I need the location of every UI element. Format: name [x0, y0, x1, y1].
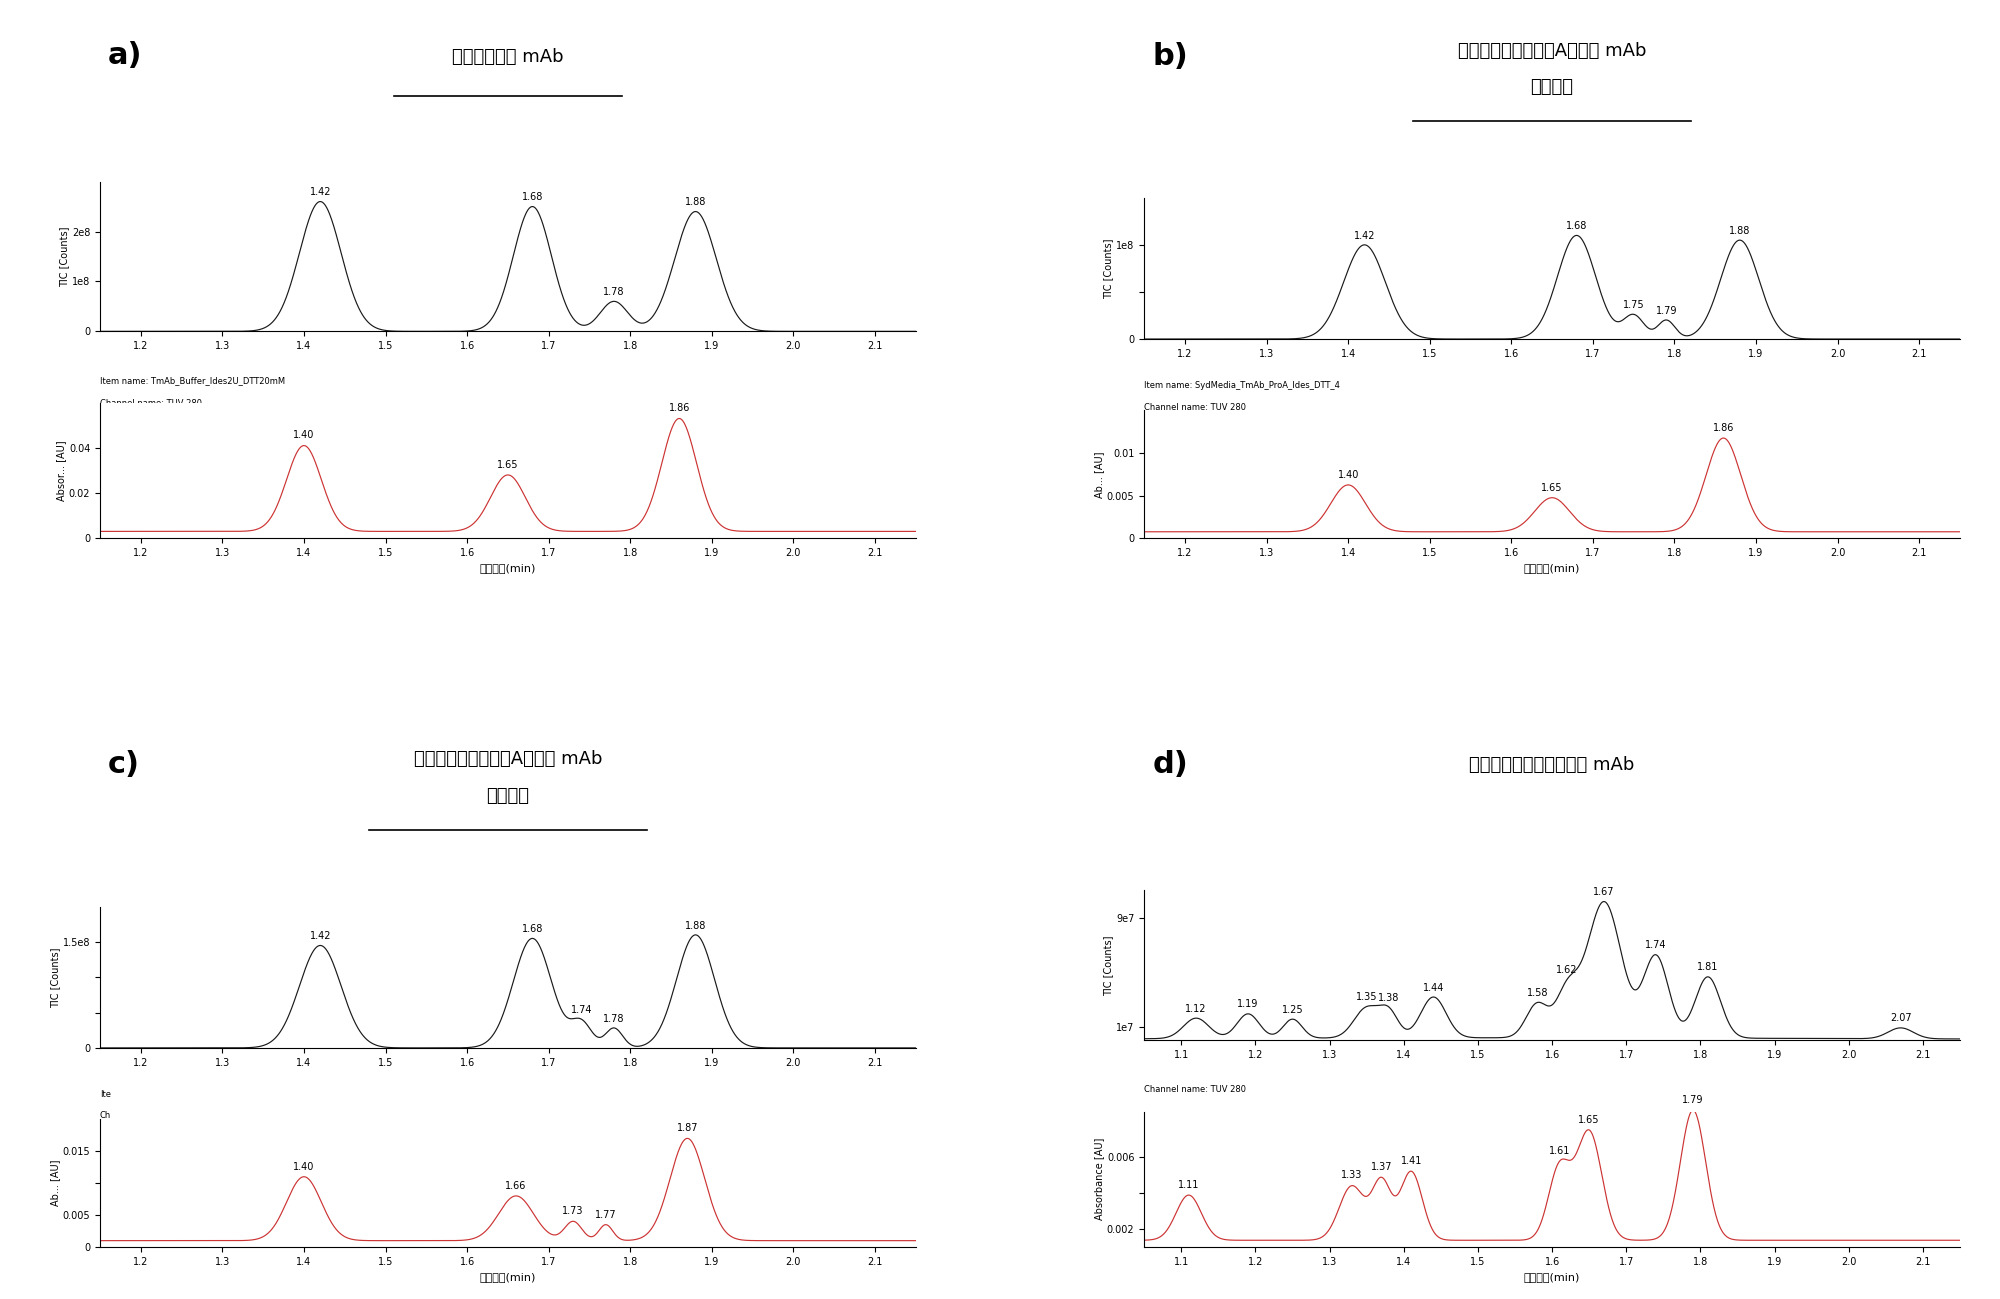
Text: Channel name: TUV 280: Channel name: TUV 280	[1144, 403, 1246, 412]
Text: 直接分析细胞培养基中的 mAb: 直接分析细胞培养基中的 mAb	[1470, 756, 1634, 774]
Text: 1.40: 1.40	[294, 430, 314, 440]
Text: 1.61: 1.61	[1548, 1146, 1570, 1156]
Y-axis label: TIC [Counts]: TIC [Counts]	[1104, 238, 1114, 299]
Text: 细胞培养基中经蛋白A纯化的 mAb: 细胞培养基中经蛋白A纯化的 mAb	[414, 751, 602, 769]
Text: Item name: TmAb_Buffer_Ides2U_DTT20mM: Item name: TmAb_Buffer_Ides2U_DTT20mM	[100, 377, 286, 386]
Text: Item name: SydMedia_TmAb_ProA_Ides_DTT_4: Item name: SydMedia_TmAb_ProA_Ides_DTT_4	[1144, 382, 1340, 391]
Text: 1.75: 1.75	[1622, 300, 1644, 310]
Text: 1.78: 1.78	[604, 1013, 624, 1024]
Text: 1.19: 1.19	[1238, 999, 1258, 1009]
X-axis label: 保留时间(min): 保留时间(min)	[480, 1272, 536, 1282]
Text: Ite: Ite	[100, 1090, 112, 1099]
Text: 1.81: 1.81	[1698, 963, 1718, 973]
Text: 1.86: 1.86	[1712, 423, 1734, 433]
Text: 1.65: 1.65	[1578, 1115, 1600, 1125]
Text: 1.66: 1.66	[506, 1181, 526, 1191]
Text: 1.68: 1.68	[522, 924, 544, 934]
Text: 1.40: 1.40	[294, 1161, 314, 1172]
Text: 细胞培养基中经蛋白A纯化的 mAb: 细胞培养基中经蛋白A纯化的 mAb	[1458, 42, 1646, 60]
Text: d): d)	[1152, 750, 1188, 779]
Y-axis label: Absor... [AU]: Absor... [AU]	[56, 440, 66, 500]
Text: Channel name: TUV 280: Channel name: TUV 280	[1144, 1085, 1246, 1094]
Y-axis label: TIC [Counts]: TIC [Counts]	[1104, 935, 1114, 995]
Text: 1.88: 1.88	[684, 921, 706, 930]
X-axis label: 保留时间(min): 保留时间(min)	[1524, 564, 1580, 573]
Text: a): a)	[108, 42, 142, 70]
Text: 1.11: 1.11	[1178, 1179, 1200, 1190]
Text: 1.12: 1.12	[1186, 1004, 1206, 1013]
Text: 1.35: 1.35	[1356, 992, 1378, 1002]
Text: c): c)	[108, 751, 140, 779]
Text: b): b)	[1152, 42, 1188, 70]
Text: 1.65: 1.65	[498, 460, 518, 469]
Text: 1.44: 1.44	[1422, 982, 1444, 992]
Text: Channel name: TUV 280: Channel name: TUV 280	[100, 399, 202, 408]
Text: 1.88: 1.88	[684, 197, 706, 207]
Text: 1.77: 1.77	[594, 1209, 616, 1220]
Text: 手动方法: 手动方法	[1530, 78, 1574, 96]
Text: 自动方法: 自动方法	[486, 787, 530, 805]
Text: 1.62: 1.62	[1556, 965, 1578, 976]
Y-axis label: Ab... [AU]: Ab... [AU]	[50, 1160, 60, 1207]
Text: 1.42: 1.42	[1354, 231, 1376, 240]
Y-axis label: TIC [Counts]: TIC [Counts]	[60, 226, 70, 287]
Text: 1.88: 1.88	[1730, 226, 1750, 236]
Text: 1.87: 1.87	[676, 1124, 698, 1133]
Y-axis label: TIC [Counts]: TIC [Counts]	[50, 947, 60, 1008]
Text: 1.40: 1.40	[1338, 470, 1358, 479]
Text: 1.74: 1.74	[1646, 940, 1666, 951]
Text: 1.37: 1.37	[1370, 1161, 1392, 1172]
Y-axis label: Ab... [AU]: Ab... [AU]	[1094, 451, 1104, 498]
X-axis label: 保留时间(min): 保留时间(min)	[480, 564, 536, 573]
Text: 1.33: 1.33	[1342, 1170, 1362, 1181]
Text: 1.74: 1.74	[570, 1005, 592, 1015]
Text: 1.73: 1.73	[562, 1207, 584, 1216]
X-axis label: 保留时间(min): 保留时间(min)	[1524, 1272, 1580, 1282]
Text: 1.78: 1.78	[604, 287, 624, 297]
Text: 1.68: 1.68	[1566, 221, 1588, 231]
Text: 1.25: 1.25	[1282, 1004, 1304, 1015]
Text: 1.38: 1.38	[1378, 992, 1400, 1003]
Text: 1.65: 1.65	[1542, 483, 1562, 492]
Text: 1.68: 1.68	[522, 192, 544, 203]
Text: 1.42: 1.42	[310, 931, 332, 942]
Y-axis label: Absorbance [AU]: Absorbance [AU]	[1094, 1138, 1104, 1221]
Text: 2.07: 2.07	[1890, 1013, 1912, 1024]
Text: 1.41: 1.41	[1400, 1156, 1422, 1165]
Text: 1.42: 1.42	[310, 187, 332, 197]
Text: 1.58: 1.58	[1526, 989, 1548, 998]
Text: 1.86: 1.86	[668, 403, 690, 413]
Text: 1.79: 1.79	[1682, 1095, 1704, 1104]
Text: 1.79: 1.79	[1656, 305, 1678, 316]
Text: 1.67: 1.67	[1594, 887, 1614, 898]
Text: Ch: Ch	[100, 1112, 112, 1121]
Text: 制剂中的对照 mAb: 制剂中的对照 mAb	[452, 48, 564, 65]
